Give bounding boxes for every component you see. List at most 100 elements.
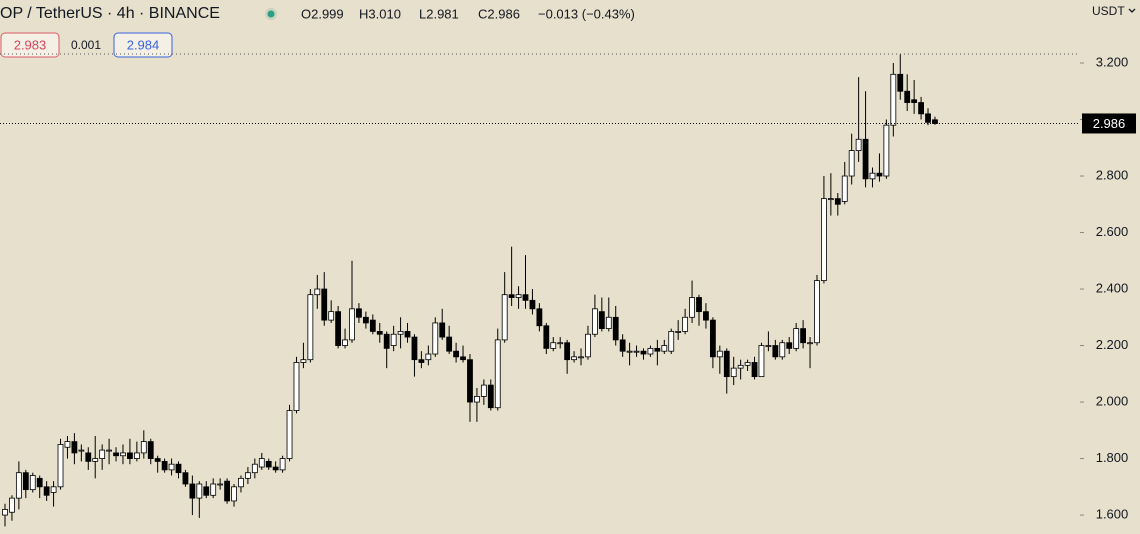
candle-body bbox=[36, 477, 43, 488]
candle-body bbox=[647, 347, 654, 355]
candle-body bbox=[425, 353, 432, 361]
candle-body bbox=[57, 444, 64, 488]
candle-body bbox=[807, 342, 813, 345]
candle-body bbox=[133, 452, 140, 459]
candle-body bbox=[418, 359, 425, 363]
candle-body bbox=[127, 452, 133, 459]
candle-body bbox=[855, 138, 862, 151]
candle-body bbox=[203, 486, 210, 496]
bid-price: 2.983 bbox=[14, 37, 47, 52]
candle-body bbox=[814, 280, 820, 344]
candle-body bbox=[800, 328, 806, 344]
candle-body bbox=[9, 497, 15, 513]
last-price-tag bbox=[1082, 113, 1136, 134]
candle-body bbox=[376, 331, 383, 335]
candle-body bbox=[557, 342, 564, 345]
candle-body bbox=[592, 308, 598, 335]
candle-body bbox=[925, 113, 931, 123]
candle-body bbox=[723, 350, 730, 378]
candle-body bbox=[446, 336, 453, 352]
candle-body bbox=[821, 198, 827, 281]
candle-body bbox=[654, 347, 661, 352]
candle-body bbox=[161, 460, 168, 471]
candle-body bbox=[876, 172, 883, 177]
candle-body bbox=[238, 477, 244, 488]
candle-body bbox=[869, 172, 876, 180]
candle-body bbox=[675, 331, 682, 333]
candle-body bbox=[342, 339, 348, 346]
candle-body bbox=[460, 356, 466, 361]
candle-body bbox=[501, 294, 508, 341]
candle-body bbox=[487, 384, 494, 409]
candle-body bbox=[827, 198, 834, 201]
candle-body bbox=[730, 367, 737, 378]
candle-body bbox=[210, 483, 217, 496]
candle-body bbox=[362, 316, 369, 324]
candle-body bbox=[50, 486, 57, 493]
candle-body bbox=[474, 396, 480, 403]
y-tick-label: 1.600 bbox=[1096, 507, 1129, 522]
candle-body bbox=[709, 319, 716, 358]
candle-body bbox=[439, 322, 446, 338]
candle-body bbox=[515, 294, 522, 298]
candle-body bbox=[175, 463, 182, 474]
symbol[interactable]: OP / TetherUS · 4h · BINANCE bbox=[0, 5, 220, 22]
candle-body bbox=[522, 294, 529, 301]
candle-body bbox=[356, 308, 362, 318]
candle-body bbox=[793, 328, 800, 349]
candle-body bbox=[564, 342, 571, 361]
candle-body bbox=[251, 463, 258, 474]
currency[interactable]: USDT bbox=[1092, 4, 1125, 18]
ohlc-open: O2.999 bbox=[301, 6, 344, 21]
candle-body bbox=[224, 480, 230, 502]
candle-body bbox=[758, 345, 765, 378]
candle-body bbox=[571, 356, 577, 361]
candle-body bbox=[578, 356, 584, 359]
candle-body bbox=[217, 483, 224, 486]
y-tick-label: 1.800 bbox=[1096, 450, 1129, 465]
sell-button[interactable] bbox=[0, 32, 60, 58]
candle-body bbox=[293, 362, 300, 411]
candle-body bbox=[696, 297, 702, 313]
currency-chevron[interactable] bbox=[1128, 8, 1136, 13]
candle-body bbox=[272, 466, 279, 471]
y-tick-label: 2.400 bbox=[1096, 280, 1129, 295]
candle-body bbox=[335, 311, 342, 346]
candle-body bbox=[765, 345, 772, 347]
candle-body bbox=[605, 316, 612, 329]
candle-body bbox=[113, 452, 119, 457]
candle-body bbox=[640, 350, 647, 355]
candle-body bbox=[15, 472, 22, 499]
candle-body bbox=[786, 342, 793, 349]
candle-body bbox=[737, 364, 744, 369]
candle-body bbox=[612, 316, 619, 341]
candle-body bbox=[189, 483, 196, 499]
candle-body bbox=[848, 150, 855, 177]
candle-body bbox=[453, 350, 460, 358]
candle-body bbox=[494, 339, 501, 409]
y-tick-label: 2.600 bbox=[1096, 224, 1129, 239]
buy-button[interactable] bbox=[113, 32, 173, 58]
candle-body bbox=[369, 319, 376, 332]
candle-body bbox=[911, 99, 918, 103]
candle-body bbox=[543, 325, 550, 349]
candle-body bbox=[772, 345, 779, 358]
candle-body bbox=[64, 441, 71, 448]
candle-body bbox=[536, 308, 543, 327]
ohlc-low: L2.981 bbox=[419, 6, 459, 21]
y-tick-label: 2.000 bbox=[1096, 393, 1129, 408]
candle-body bbox=[585, 333, 591, 358]
ohlc-change: −0.013 (−0.43%) bbox=[538, 6, 635, 21]
candle-body bbox=[147, 441, 154, 459]
candle-body bbox=[883, 124, 890, 177]
candle-body bbox=[751, 362, 758, 378]
candle-body bbox=[120, 452, 126, 457]
candle-body bbox=[2, 509, 8, 516]
candle-body bbox=[231, 486, 237, 502]
candle-body bbox=[349, 308, 355, 341]
last-price-label: 2.986 bbox=[1093, 116, 1126, 131]
candle-body bbox=[550, 342, 557, 349]
status-dot bbox=[267, 10, 275, 18]
candle-body bbox=[265, 460, 272, 468]
candle-body bbox=[29, 475, 36, 491]
